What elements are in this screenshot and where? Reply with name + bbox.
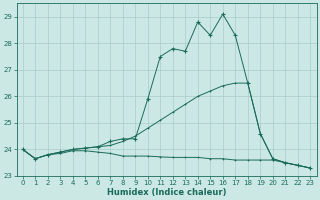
X-axis label: Humidex (Indice chaleur): Humidex (Indice chaleur) — [107, 188, 226, 197]
